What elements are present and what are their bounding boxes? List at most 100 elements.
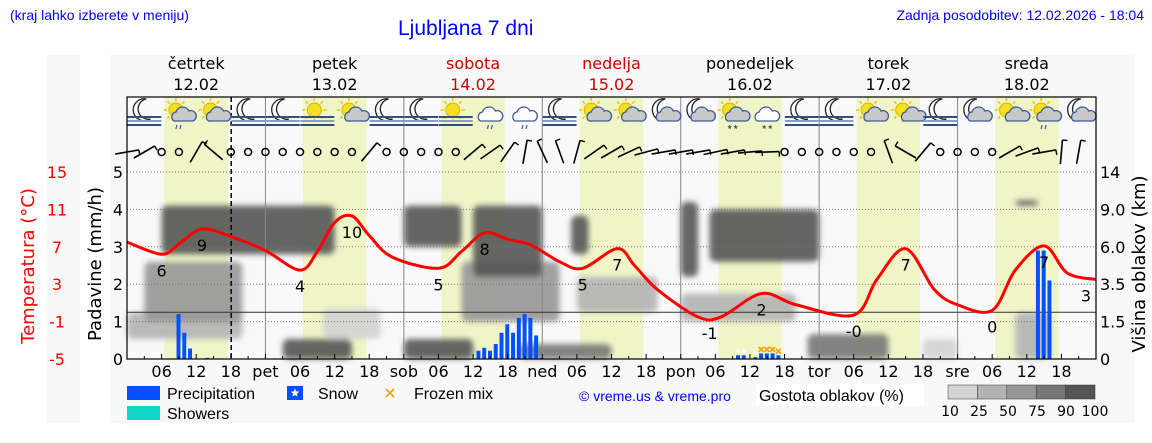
wind-barb-icon <box>536 138 549 164</box>
cloud-rain-icon <box>512 106 538 130</box>
precipitation-bar <box>1047 280 1052 359</box>
precipitation-bar <box>499 332 504 359</box>
day-headers: četrtek 12.02 petek 13.02 sobota 14.02 nedelja… <box>168 54 1050 94</box>
x-hour-tick: 06 <box>705 362 725 381</box>
precipitation-bar <box>182 332 187 359</box>
temperature-label: 3 <box>1081 287 1091 306</box>
calm-wind-icon <box>261 147 270 157</box>
legend: Precipitation Snow Frozen mix Showers © vrem… <box>127 384 1108 423</box>
density-swatch <box>947 384 978 400</box>
temperature-label: 6 <box>157 261 167 280</box>
x-hour-tick: 06 <box>567 362 587 381</box>
x-hour-tick: 18 <box>497 362 517 381</box>
precipitation-bar <box>736 355 740 359</box>
moon-fog-icon <box>127 98 162 126</box>
temperature-tick: 15 <box>47 163 67 182</box>
cloud-height-tick: 14 <box>1100 163 1120 182</box>
moon-fog-icon <box>819 98 854 126</box>
calm-wind-icon <box>278 147 287 157</box>
precip-tick: 4 <box>113 200 123 219</box>
x-hour-tick: 12 <box>463 362 483 381</box>
wind-barb-icon <box>463 143 487 161</box>
density-level: 10 <box>941 404 959 420</box>
sun-cloud-small-icon <box>890 98 927 122</box>
cloud-blob <box>403 205 462 247</box>
day-date: 12.02 <box>173 75 219 94</box>
wind-barb-icon <box>894 141 917 159</box>
moon-fog-icon <box>369 98 404 126</box>
daylight-band <box>579 97 644 359</box>
temperature-label: 4 <box>295 277 305 296</box>
page-title: Ljubljana 7 dni <box>398 17 534 40</box>
density-level: 90 <box>1057 404 1075 420</box>
moon-fog-icon <box>923 98 958 126</box>
wind-barb-icon <box>1059 139 1068 165</box>
x-hour-tick: 12 <box>186 362 206 381</box>
x-hour-tick: 18 <box>221 362 241 381</box>
legend-cloud-density: Gostota oblakov (%) <box>759 388 904 405</box>
menu-hint: (kraj lahko izberete v meniju) <box>10 7 189 23</box>
temperature-label: 7 <box>901 256 911 275</box>
precipitation-bar <box>516 317 521 359</box>
wind-barb-icon <box>1015 147 1041 157</box>
density-level: 75 <box>1028 404 1046 420</box>
cloud-density-label-bg <box>756 384 924 406</box>
left-panel <box>47 55 80 423</box>
wind-barb-icon <box>998 145 1023 159</box>
day-name: četrtek <box>168 54 226 73</box>
daylight-band <box>856 97 921 359</box>
snowflake-icon <box>727 124 732 129</box>
cloud-blob <box>576 276 658 313</box>
calm-wind-icon <box>295 147 305 157</box>
legend-precipitation: Precipitation <box>167 386 255 403</box>
precipitation-bar <box>528 317 533 359</box>
snow-marker-icon <box>752 350 759 356</box>
sun-cloud-icon <box>613 98 647 122</box>
cloud-blob <box>1015 200 1039 206</box>
wind-barb-icon <box>500 141 520 163</box>
precipitation-bar <box>776 355 781 359</box>
cloud-snow-icon <box>754 106 781 129</box>
day-date: 14.02 <box>450 75 496 94</box>
frozen-mix-marker-icon <box>763 346 770 353</box>
cloud-height-tick: 1.5 <box>1100 313 1125 332</box>
cloud-blob <box>473 205 543 277</box>
precipitation-bar <box>741 355 746 359</box>
cloud-height-axis-label: Višina oblakov (km) <box>1129 175 1150 352</box>
density-swatch <box>1035 384 1066 400</box>
x-day-tick: pet <box>252 362 278 381</box>
density-level: 25 <box>970 404 988 420</box>
precipitation-bar <box>505 324 510 359</box>
moon-cloud-icon <box>651 98 682 122</box>
precip-tick: 1 <box>113 313 123 332</box>
copyright-link[interactable]: © vreme.us & vreme.pro <box>579 388 731 404</box>
precipitation-bar <box>482 347 487 359</box>
day-date: 13.02 <box>312 75 358 94</box>
sun-fog-icon <box>300 98 335 126</box>
snow-star-icon <box>290 388 300 397</box>
density-swatch <box>977 384 1008 400</box>
precip-tick: 5 <box>113 163 123 182</box>
snowflake-icon <box>761 124 767 129</box>
showers-swatch <box>127 406 160 420</box>
calm-wind-icon <box>814 147 824 157</box>
wind-barb-icon <box>600 145 625 159</box>
temperature-tick: 11 <box>47 200 67 219</box>
cloud-height-tick: 9.0 <box>1100 200 1125 219</box>
calm-wind-icon <box>434 147 443 157</box>
legend-showers: Showers <box>167 406 229 423</box>
x-hour-tick: 12 <box>740 362 760 381</box>
precipitation-bar <box>493 344 498 359</box>
calm-wind-icon <box>987 147 997 157</box>
precipitation-bar <box>476 350 481 359</box>
sun-cloud-rain-icon <box>1029 98 1063 130</box>
temperature-label: 9 <box>197 236 207 255</box>
calm-wind-icon <box>451 147 461 157</box>
precipitation-axis-label: Padavine (mm/h) <box>85 187 106 341</box>
sun-cloud-icon <box>579 98 613 122</box>
day-date: 17.02 <box>865 75 911 94</box>
temperature-tick: 7 <box>52 238 62 257</box>
cloud-height-tick: 6.0 <box>1100 238 1125 257</box>
wind-barb-icon <box>203 140 224 161</box>
